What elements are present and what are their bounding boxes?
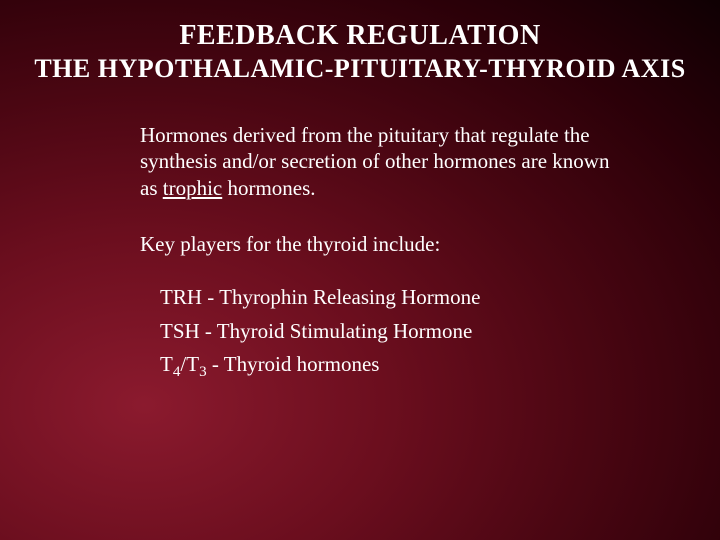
paragraph-2: Key players for the thyroid include:: [140, 231, 615, 257]
paragraph-1: Hormones derived from the pituitary that…: [140, 122, 615, 201]
para1-underline: trophic: [163, 176, 222, 200]
title-main: FEEDBACK REGULATION: [20, 20, 700, 52]
item3-mid: /T: [180, 352, 199, 376]
list-item-3: T4/T3 - Thyroid hormones: [160, 348, 700, 382]
title-subtitle: THE HYPOTHALAMIC-PITUITARY-THYROID AXIS: [20, 54, 700, 84]
slide-container: FEEDBACK REGULATION THE HYPOTHALAMIC-PIT…: [0, 0, 720, 402]
item3-pre: T: [160, 352, 173, 376]
para1-post: hormones.: [222, 176, 315, 200]
list-area: TRH - Thyrophin Releasing Hormone TSH - …: [160, 281, 700, 382]
item3-sub2: 3: [199, 364, 207, 380]
list-item-2: TSH - Thyroid Stimulating Hormone: [160, 315, 700, 349]
item3-post: - Thyroid hormones: [207, 352, 380, 376]
list-item-1: TRH - Thyrophin Releasing Hormone: [160, 281, 700, 315]
